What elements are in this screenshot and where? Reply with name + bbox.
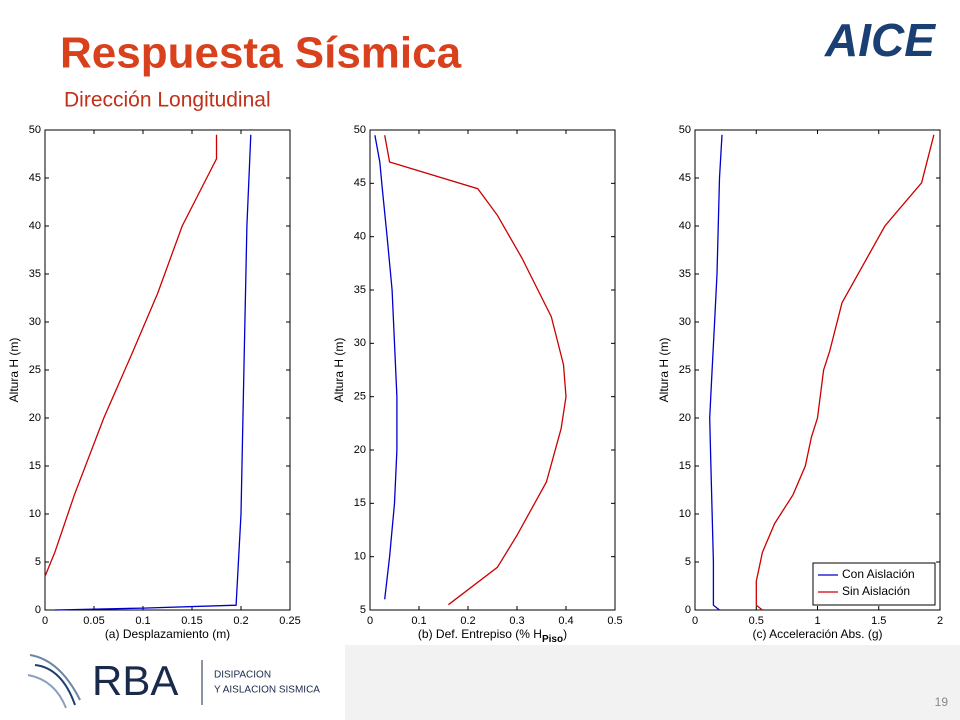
- legend-label: Sin Aislación: [842, 584, 910, 598]
- series-line: [44, 134, 218, 577]
- y-axis-label: Altura H (m): [657, 338, 671, 403]
- x-tick-label: 0.3: [509, 615, 524, 627]
- y-tick-label: 40: [29, 220, 41, 232]
- logo: AICE: [824, 14, 936, 66]
- y-tick-label: 5: [35, 556, 41, 568]
- x-tick-label: 0.1: [135, 615, 150, 627]
- x-axis-label: (b) Def. Entrepiso (% HPiso): [418, 627, 567, 644]
- y-tick-label: 25: [679, 364, 691, 376]
- y-tick-label: 50: [29, 124, 41, 136]
- y-tick-label: 15: [354, 497, 366, 509]
- y-axis-label: Altura H (m): [7, 338, 21, 403]
- x-tick-label: 0: [367, 615, 373, 627]
- y-tick-label: 5: [685, 556, 691, 568]
- y-tick-label: 25: [29, 364, 41, 376]
- x-axis-label-sub: Piso: [542, 634, 563, 645]
- legend-label: Con Aislación: [842, 567, 915, 581]
- series-line: [54, 134, 252, 611]
- y-tick-label: 15: [29, 460, 41, 472]
- footer-band: [345, 645, 960, 720]
- series-line: [384, 135, 567, 606]
- y-tick-label: 10: [354, 551, 366, 563]
- y-tick-label: 0: [35, 604, 41, 616]
- y-tick-label: 50: [679, 124, 691, 136]
- y-tick-label: 10: [679, 508, 691, 520]
- legend-box: [812, 562, 936, 606]
- y-tick-label: 30: [354, 337, 366, 349]
- footer-tagline: Y AISLACION SISMICA: [214, 685, 320, 696]
- y-tick-label: 5: [360, 604, 366, 616]
- y-tick-label: 50: [354, 124, 366, 136]
- y-axis-label: Altura H (m): [332, 338, 346, 403]
- footer-tagline: DISIPACION: [214, 670, 271, 681]
- x-tick-label: 0.5: [749, 615, 764, 627]
- y-tick-label: 10: [29, 508, 41, 520]
- y-tick-label: 20: [679, 412, 691, 424]
- series-line: [755, 134, 935, 611]
- x-axis-label: (a) Desplazamiento (m): [105, 627, 230, 641]
- y-tick-label: 30: [679, 316, 691, 328]
- rba-swoosh: [27, 654, 81, 709]
- x-tick-label: 1.5: [871, 615, 886, 627]
- x-axis-label-text: (c) Acceleración Abs. (g): [752, 627, 882, 641]
- x-tick-label: 0.2: [460, 615, 475, 627]
- x-axis-label: (c) Acceleración Abs. (g): [752, 627, 882, 641]
- y-tick-label: 25: [354, 391, 366, 403]
- y-tick-label: 45: [679, 172, 691, 184]
- x-tick-label: 2: [937, 615, 943, 627]
- y-tick-label: 40: [679, 220, 691, 232]
- plot-area: [694, 129, 941, 611]
- x-tick-label: 0.2: [233, 615, 248, 627]
- x-axis-label-text: (a) Desplazamiento (m): [105, 627, 230, 641]
- x-tick-label: 0: [692, 615, 698, 627]
- slide-title: Respuesta Sísmica: [60, 29, 462, 78]
- y-tick-label: 20: [29, 412, 41, 424]
- series-line: [374, 135, 398, 600]
- x-tick-label: 0: [42, 615, 48, 627]
- slide-subtitle: Dirección Longitudinal: [64, 89, 271, 112]
- x-tick-label: 1: [814, 615, 820, 627]
- x-tick-label: 0.25: [279, 615, 300, 627]
- x-tick-label: 0.1: [411, 615, 426, 627]
- y-tick-label: 15: [679, 460, 691, 472]
- y-tick-label: 35: [354, 284, 366, 296]
- y-tick-label: 35: [29, 268, 41, 280]
- x-tick-label: 0.4: [558, 615, 573, 627]
- y-tick-label: 20: [354, 444, 366, 456]
- y-tick-label: 45: [29, 172, 41, 184]
- page-number: 19: [935, 695, 949, 709]
- plot-area: [44, 129, 291, 611]
- y-tick-label: 45: [354, 177, 366, 189]
- y-tick-label: 35: [679, 268, 691, 280]
- y-tick-label: 40: [354, 231, 366, 243]
- x-tick-label: 0.15: [181, 615, 202, 627]
- series-line: [709, 134, 723, 611]
- x-axis-label-text: (b) Def. Entrepiso (% H: [418, 627, 542, 641]
- x-tick-label: 0.05: [83, 615, 104, 627]
- x-tick-label: 0.5: [607, 615, 622, 627]
- x-axis-label-end: ): [563, 627, 567, 641]
- plot-area: [369, 129, 616, 611]
- y-tick-label: 0: [685, 604, 691, 616]
- y-tick-label: 30: [29, 316, 41, 328]
- footer-brand: RBA: [92, 657, 178, 704]
